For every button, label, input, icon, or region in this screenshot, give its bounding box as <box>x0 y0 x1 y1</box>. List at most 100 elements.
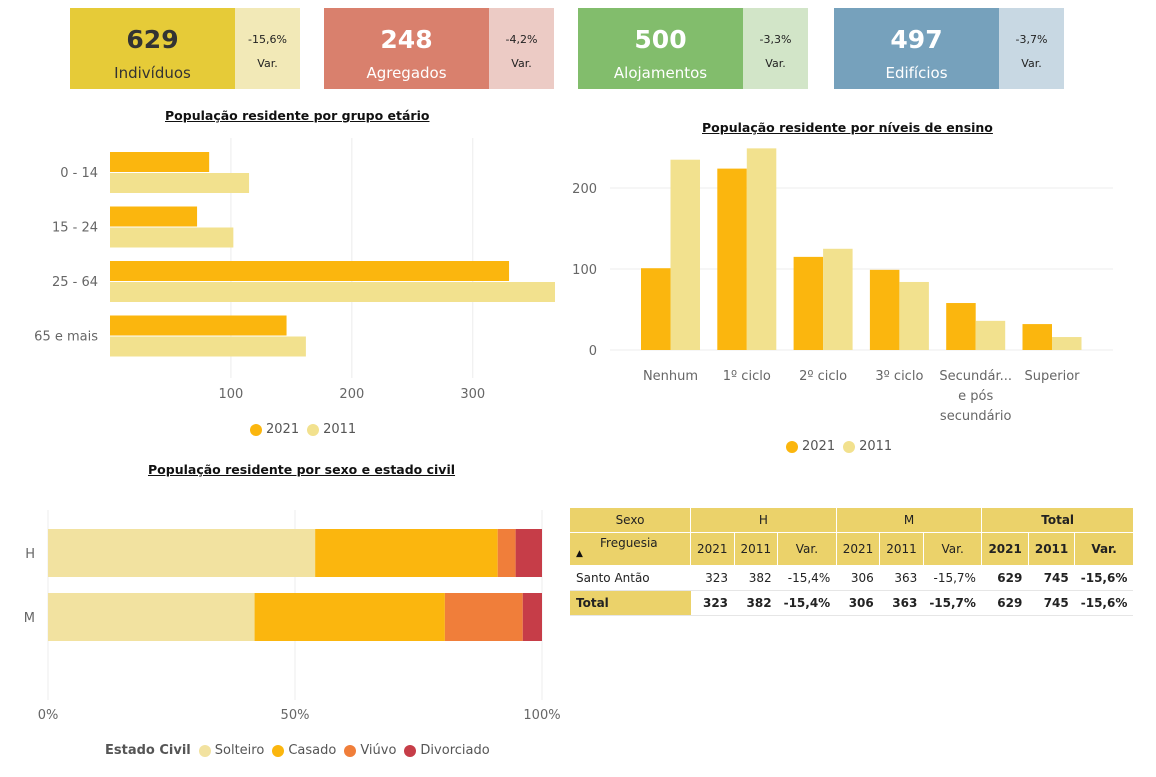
bar-2021 <box>110 261 510 281</box>
bar-2021 <box>110 152 210 172</box>
population-matrix: Sexo H M Total Freguesia ▲ 2021 2011 Var… <box>570 508 1134 616</box>
segment-solteiro <box>48 593 255 641</box>
cell: -15,6% <box>1074 565 1134 591</box>
kpi-var-value: -3,3% <box>759 33 792 46</box>
legend-label: 2021 <box>266 422 300 437</box>
freguesia-label: Freguesia <box>600 536 658 550</box>
kpi-var-label: Var. <box>765 57 786 70</box>
cell: 363 <box>879 565 924 591</box>
col-total-2021[interactable]: 2021 <box>981 532 1029 566</box>
age-bar-chart: 100 200 300 0 - 14 15 - 24 25 - 64 65 e mais <box>34 138 555 402</box>
legend-item-2021[interactable]: 2021 <box>250 422 299 437</box>
kpi-agregados[interactable]: 248 Agregados -4,2% Var. <box>324 8 554 89</box>
kpi-variation: -15,6% Var. <box>235 8 300 89</box>
legend-item-2021[interactable]: 2021 <box>786 439 835 454</box>
age-legend: 2021 2011 <box>250 422 364 437</box>
bar-2021 <box>110 206 198 227</box>
bar-2021 <box>793 256 824 350</box>
kpi-value: 248 <box>380 25 433 54</box>
kpi-value: 497 <box>890 25 943 54</box>
matrix-subheader-row: Freguesia ▲ 2021 2011 Var. 2021 2011 Var… <box>570 532 1134 566</box>
category-label: 25 - 64 <box>52 275 98 290</box>
cell: 323 <box>690 565 735 591</box>
kpi-variation: -4,2% Var. <box>489 8 554 89</box>
kpi-variation: -3,7% Var. <box>999 8 1064 89</box>
kpi-main: 500 Alojamentos <box>578 8 743 89</box>
cell: -15,4% <box>777 590 837 616</box>
bar-2021 <box>1022 324 1052 350</box>
kpi-var-label: Var. <box>511 57 532 70</box>
y-tick-label: 100 <box>572 263 597 278</box>
col-m-2021[interactable]: 2021 <box>836 532 881 566</box>
bar-2021 <box>717 168 747 350</box>
freguesia-header[interactable]: Freguesia ▲ <box>570 532 691 566</box>
cell: -15,6% <box>1074 590 1134 616</box>
y-tick-label: 200 <box>572 182 597 197</box>
legend-item-2011[interactable]: 2011 <box>843 439 892 454</box>
legend-label: 2021 <box>802 439 836 454</box>
cell: 745 <box>1028 590 1075 616</box>
edu-legend: 2021 2011 <box>786 439 900 454</box>
col-h-var[interactable]: Var. <box>777 532 837 566</box>
category-label: 2º ciclo <box>799 369 847 384</box>
col-h-2011[interactable]: 2011 <box>734 532 779 566</box>
cell: 745 <box>1028 565 1075 591</box>
kpi-main: 248 Agregados <box>324 8 489 89</box>
kpi-value: 629 <box>126 25 179 54</box>
legend-dot-icon <box>198 744 211 757</box>
bar-2011 <box>975 320 1006 350</box>
legend-item-2011[interactable]: 2011 <box>307 422 356 437</box>
table-row[interactable]: Santo Antão 323 382 -15,4% 306 363 -15,7… <box>570 565 1134 591</box>
bar-2011 <box>823 248 853 350</box>
x-tick-label: 0% <box>38 708 59 723</box>
legend-dot-icon <box>272 744 285 757</box>
legend-dot-icon <box>786 440 798 453</box>
legend-label: Viúvo <box>360 743 397 758</box>
group-header-m[interactable]: M <box>836 508 983 533</box>
segment-divorciado <box>522 593 542 641</box>
cell: 382 <box>734 565 778 591</box>
col-total-2011[interactable]: 2011 <box>1028 532 1076 566</box>
group-header-total[interactable]: Total <box>981 508 1134 533</box>
segment-viúvo <box>497 529 516 577</box>
legend-label: 2011 <box>323 422 357 437</box>
bar-2011 <box>110 282 555 302</box>
bar-2011 <box>1052 337 1082 350</box>
bar-2021 <box>110 315 287 336</box>
cell: 629 <box>981 565 1029 591</box>
kpi-value: 500 <box>634 25 687 54</box>
kpi-var-label: Var. <box>257 57 278 70</box>
x-tick-label: 100% <box>523 708 560 723</box>
segment-casado <box>254 593 445 641</box>
category-label: 65 e mais <box>34 330 98 345</box>
civil-legend: Estado Civil Solteiro Casado Viúvo Divor… <box>105 743 498 758</box>
matrix-header-row: Sexo H M Total <box>570 508 1134 533</box>
kpi-alojamentos[interactable]: 500 Alojamentos -3,3% Var. <box>578 8 808 89</box>
category-label: M <box>24 611 35 626</box>
legend-item-solteiro[interactable]: Solteiro <box>198 743 264 758</box>
legend-item-divorciado[interactable]: Divorciado <box>404 743 490 758</box>
group-header-h[interactable]: H <box>690 508 837 533</box>
col-m-2011[interactable]: 2011 <box>879 532 924 566</box>
category-label: Secundár... <box>939 369 1012 384</box>
legend-item-viuvo[interactable]: Viúvo <box>344 743 396 758</box>
col-h-2021[interactable]: 2021 <box>690 532 735 566</box>
civil-stacked-chart: 0% 50% 100% H M <box>24 510 561 723</box>
kpi-edificios[interactable]: 497 Edifícios -3,7% Var. <box>834 8 1064 89</box>
bar-2021 <box>869 269 900 350</box>
bar-2021 <box>641 268 671 350</box>
bar-2011 <box>110 336 306 357</box>
category-label: 0 - 14 <box>60 166 98 181</box>
col-m-var[interactable]: Var. <box>923 532 983 566</box>
kpi-var-value: -4,2% <box>505 33 538 46</box>
table-total-row[interactable]: Total 323 382 -15,4% 306 363 -15,7% 629 … <box>570 590 1134 616</box>
kpi-individuos[interactable]: 629 Indivíduos -15,6% Var. <box>70 8 300 89</box>
sort-ascending-icon[interactable]: ▲ <box>576 549 583 559</box>
bar-2011 <box>899 281 929 350</box>
col-total-var[interactable]: Var. <box>1074 532 1134 566</box>
bar-2011 <box>110 173 250 193</box>
kpi-main: 629 Indivíduos <box>70 8 235 89</box>
legend-item-casado[interactable]: Casado <box>272 743 336 758</box>
age-chart-title: População residente por grupo etário <box>165 108 430 123</box>
category-label: 1º ciclo <box>723 369 771 384</box>
